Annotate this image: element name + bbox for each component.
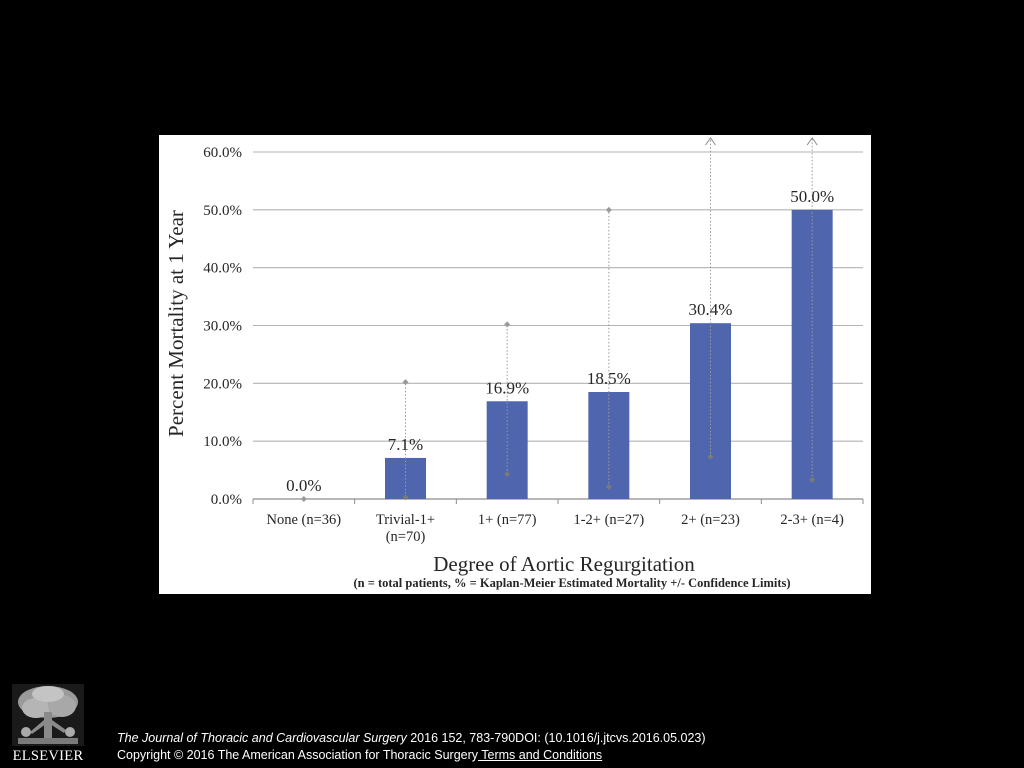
lower-limit-marker	[504, 471, 511, 478]
x-tick-label: 2+ (n=23)	[681, 512, 740, 528]
data-label: 7.1%	[388, 435, 423, 454]
logo-wordmark: ELSEVIER	[13, 748, 84, 764]
y-tick-label: 50.0%	[203, 203, 242, 219]
y-tick-label: 40.0%	[203, 261, 242, 277]
journal-name: The Journal of Thoracic and Cardiovascul…	[117, 731, 407, 745]
citation-footer: The Journal of Thoracic and Cardiovascul…	[117, 730, 997, 763]
lower-limit-marker	[809, 476, 816, 483]
tree-icon	[12, 684, 84, 746]
data-label: 50.0%	[790, 187, 834, 206]
x-axis-title: Degree of Aortic Regurgitation	[433, 552, 695, 576]
upper-limit-arrow	[806, 137, 818, 146]
bar-chart: 0.0% 10.0% 20.0% 30.0% 40.0% 50.0% 60.0% 0.0% No…	[164, 137, 864, 590]
data-label: 0.0%	[286, 476, 321, 495]
y-tick-label: 30.0%	[203, 319, 242, 335]
x-axis-note: (n = total patients, % = Kaplan-Meier Es…	[353, 576, 790, 590]
x-tick-label: 2-3+ (n=4)	[780, 512, 844, 528]
x-tick-label: 1+ (n=77)	[478, 512, 537, 528]
bar	[791, 209, 833, 499]
upper-limit-arrow	[705, 137, 716, 146]
y-axis-title: Percent Mortality at 1 Year	[164, 210, 188, 437]
upper-limit-marker	[504, 321, 511, 328]
x-tick-label: None (n=36)	[267, 512, 342, 528]
data-label: 18.5%	[587, 369, 631, 388]
lower-limit-marker	[707, 453, 714, 460]
limit-marker	[300, 496, 307, 502]
x-tick-label: (n=70)	[386, 529, 426, 545]
elsevier-logo: ELSEVIER	[8, 680, 88, 764]
x-tick-label: Trivial-1+	[376, 512, 435, 528]
upper-limit-marker	[402, 379, 409, 386]
citation-line: The Journal of Thoracic and Cardiovascul…	[117, 730, 997, 747]
bar	[486, 401, 528, 499]
y-tick-label: 0.0%	[211, 492, 242, 508]
copyright-text: Copyright © 2016 The American Associatio…	[117, 747, 479, 762]
citation-details: 2016 152, 783-790DOI: (10.1016/j.jtcvs.2…	[406, 731, 706, 745]
y-tick-label: 10.0%	[203, 434, 242, 450]
lower-limit-marker	[605, 483, 612, 490]
lower-limit-marker	[402, 494, 409, 501]
upper-limit-marker	[605, 206, 612, 213]
copyright-line: Copyright © 2016 The American Associatio…	[117, 747, 997, 764]
figure-panel: 0.0% 10.0% 20.0% 30.0% 40.0% 50.0% 60.0% 0.0% No…	[159, 135, 871, 594]
y-tick-label: 20.0%	[203, 376, 242, 392]
data-label: 16.9%	[485, 378, 529, 397]
x-tick-label: 1-2+ (n=27)	[573, 512, 644, 528]
y-tick-label: 60.0%	[203, 145, 242, 161]
terms-and-conditions-link[interactable]: Terms and Conditions	[478, 747, 603, 762]
data-label: 30.4%	[689, 300, 733, 319]
